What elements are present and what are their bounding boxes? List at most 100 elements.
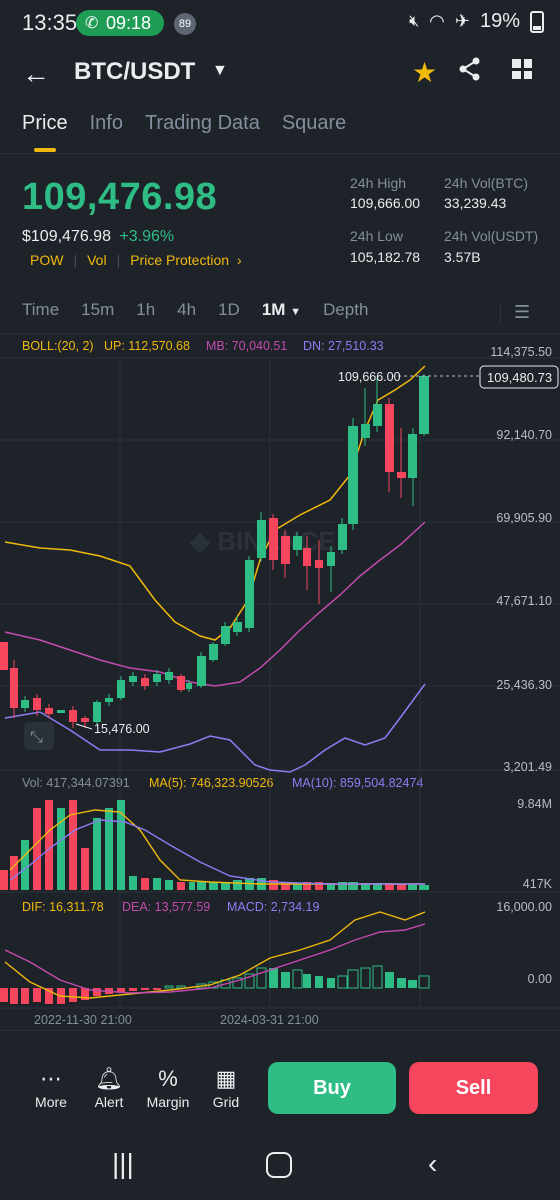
candle: [165, 672, 173, 680]
grid-bot-icon: ▦: [215, 1066, 237, 1091]
coin-tags: POW | Vol | Price Protection ›: [30, 252, 242, 268]
page-tabs: Price Info Trading Data Square: [22, 112, 346, 152]
grid-label: Grid: [212, 1094, 240, 1110]
tab-info[interactable]: Info: [89, 112, 123, 134]
home-icon[interactable]: [266, 1152, 292, 1178]
favorite-star-icon[interactable]: ★: [412, 57, 438, 88]
candle: [153, 674, 161, 682]
interval-15m[interactable]: 15m: [81, 300, 115, 319]
last-price: 109,476.98: [22, 176, 218, 218]
candle: [327, 552, 335, 566]
app-header: ← BTC/USDT ▼ ★: [0, 48, 560, 98]
pair-dropdown-icon[interactable]: ▼: [212, 62, 228, 79]
price-tick: 47,671.10: [496, 594, 552, 608]
macd-histogram: [0, 965, 430, 1004]
vol-label: Vol: 417,344.07391: [22, 776, 130, 790]
tab-square[interactable]: Square: [281, 112, 347, 134]
vol-ma10-line: [9, 819, 425, 885]
chart-settings-icon[interactable]: ☰: [514, 302, 531, 322]
candle: [197, 656, 206, 686]
candle: [33, 698, 41, 710]
interval-bar: Time 15m 1h 4h 1D 1M ▼ Depth: [22, 300, 390, 326]
candle: [177, 676, 185, 690]
price-tick: 3,201.49: [503, 760, 552, 774]
candle: [269, 518, 278, 560]
percent-icon: %: [158, 1066, 178, 1091]
ongoing-call-chip[interactable]: ✆ 09:18: [76, 10, 164, 36]
low-marker-line: [75, 723, 93, 730]
tag-price-protection[interactable]: Price Protection: [130, 252, 230, 268]
stat-low-label: 24h Low: [350, 228, 403, 244]
more-label: More: [35, 1094, 67, 1110]
mute-icon: 🔇︎: [409, 12, 420, 30]
fullscreen-icon: [24, 722, 54, 750]
candle: [293, 536, 302, 550]
interval-1h[interactable]: 1h: [136, 300, 156, 319]
grid-button[interactable]: ▦ Grid: [196, 1066, 256, 1110]
tag-pow[interactable]: POW: [30, 252, 64, 268]
candlestick-chart[interactable]: ◆ BINANCE: [0, 332, 560, 1032]
high-marker: 109,666.00: [338, 370, 401, 384]
system-nav-bar: ||| ‹: [0, 1130, 560, 1200]
boll-mb: MB: 70,040.51: [206, 339, 288, 353]
macd-tick: 0.00: [528, 972, 552, 986]
candle: [338, 524, 347, 550]
candle: [45, 708, 53, 714]
more-icon: ⋯: [40, 1066, 62, 1091]
stat-high-value: 109,666.00: [350, 195, 421, 211]
stat-low-value: 105,182.78: [350, 249, 421, 265]
candle: [21, 700, 29, 708]
candle: [373, 404, 382, 426]
boll-lower-line: [4, 683, 426, 773]
candle: [408, 434, 417, 478]
tag-vol[interactable]: Vol: [87, 252, 107, 268]
interval-depth[interactable]: Depth: [323, 300, 369, 319]
vol-ma10: MA(10): 859,504.82474: [292, 776, 424, 790]
price-tick: 25,436.30: [496, 678, 552, 692]
call-duration: 09:18: [106, 13, 152, 33]
stat-volbtc-label: 24h Vol(BTC): [444, 175, 529, 191]
system-back-icon[interactable]: ‹: [428, 1148, 438, 1179]
trading-pair-title[interactable]: BTC/USDT: [74, 58, 196, 85]
sell-button[interactable]: Sell: [409, 1062, 538, 1114]
tab-trading-data[interactable]: Trading Data: [144, 112, 260, 134]
candle: [303, 548, 311, 566]
interval-1m[interactable]: 1M ▼: [261, 300, 302, 319]
chevron-right-icon[interactable]: ›: [237, 252, 242, 268]
phone-icon: ✆: [85, 15, 99, 32]
usd-price-line: $109,476.98 +3.96%: [22, 228, 174, 246]
boll-dn: DN: 27,510.33: [303, 339, 384, 353]
macd-tick: 16,000.00: [496, 900, 552, 914]
alert-label: Alert: [94, 1094, 124, 1110]
candle: [0, 642, 8, 670]
interval-4h[interactable]: 4h: [177, 300, 197, 319]
macd-dea: DEA: 13,577.59: [122, 900, 211, 914]
bottom-action-bar: ⋯ More 🔔︎ Alert % Margin ▦ Grid Buy Sell: [0, 1060, 560, 1124]
tag-separator: |: [73, 252, 78, 268]
notification-badge: 89: [174, 13, 196, 35]
recent-apps-icon[interactable]: |||: [112, 1148, 134, 1179]
interval-1d[interactable]: 1D: [218, 300, 240, 319]
interval-time[interactable]: Time: [22, 300, 60, 319]
boll-mid-line: [4, 521, 426, 687]
share-icon[interactable]: [458, 56, 482, 89]
usd-price: $109,476.98: [22, 228, 111, 245]
current-price-box: [479, 365, 559, 389]
tab-price[interactable]: Price: [22, 112, 68, 152]
candle: [419, 376, 429, 434]
alert-button[interactable]: 🔔︎ Alert: [79, 1066, 139, 1110]
volume-bars: [0, 800, 429, 890]
buy-button[interactable]: Buy: [268, 1062, 396, 1114]
price-tick: 114,375.50: [490, 345, 552, 359]
layout-grid-icon[interactable]: [512, 59, 532, 79]
back-arrow-icon[interactable]: ←: [22, 58, 50, 89]
more-button[interactable]: ⋯ More: [21, 1066, 81, 1110]
macd-value: MACD: 2,734.19: [227, 900, 320, 914]
battery-percent: 19%: [479, 10, 520, 32]
candle: [245, 560, 254, 628]
candle: [129, 676, 137, 682]
candle: [221, 626, 230, 644]
vol-tick: 9.84M: [517, 797, 552, 811]
interval-divider-line: [0, 333, 560, 334]
margin-button[interactable]: % Margin: [138, 1066, 198, 1110]
